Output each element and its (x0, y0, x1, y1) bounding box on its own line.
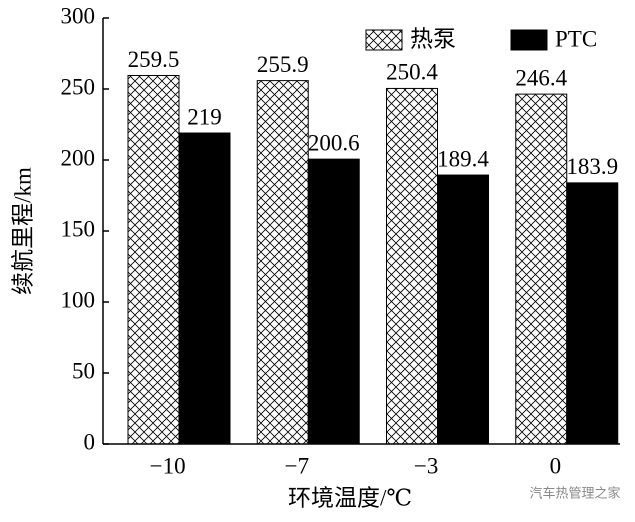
y-tick-label: 50 (72, 358, 95, 383)
legend-swatch (365, 29, 403, 51)
x-tick-label: 0 (550, 453, 562, 478)
value-label: 189.4 (437, 146, 489, 171)
y-tick-label: 150 (61, 216, 96, 241)
y-axis-label: 续航里程/km (10, 167, 35, 295)
x-tick-label: −7 (285, 453, 309, 478)
bar (437, 174, 489, 445)
y-tick-label: 200 (61, 145, 96, 170)
value-label: 250.4 (386, 60, 438, 85)
x-tick-label: −10 (150, 453, 186, 478)
value-label: 246.4 (515, 65, 567, 90)
bar (386, 87, 438, 445)
y-tick-label: 0 (84, 429, 96, 454)
x-axis-label: 环境温度/℃ (288, 485, 412, 510)
y-tick-label: 300 (61, 3, 96, 28)
value-label: 259.5 (128, 47, 180, 72)
watermark: 汽车热管理之家 (529, 486, 620, 502)
x-tick-label: −3 (414, 453, 438, 478)
bar (566, 182, 619, 445)
legend-label: PTC (555, 26, 597, 51)
value-label: 255.9 (257, 52, 309, 77)
bar (127, 75, 180, 445)
bar (515, 93, 568, 445)
y-tick-label: 100 (61, 287, 96, 312)
value-label: 219 (187, 104, 222, 129)
bar (178, 132, 231, 445)
legend-label: 热泵 (410, 26, 456, 51)
bar (307, 158, 360, 445)
value-label: 200.6 (308, 130, 360, 155)
bar (256, 80, 309, 445)
y-tick-label: 250 (61, 74, 96, 99)
legend-swatch (510, 29, 548, 51)
value-label: 183.9 (566, 154, 618, 179)
